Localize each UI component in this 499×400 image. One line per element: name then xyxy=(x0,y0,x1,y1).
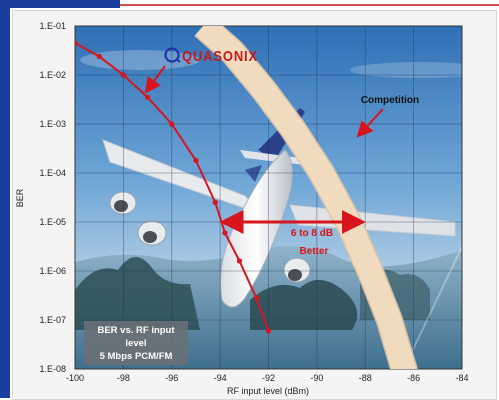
logo-pointer-arrow xyxy=(144,65,166,94)
frame-accent-line xyxy=(120,4,499,6)
y-tick-label: 1.E-06 xyxy=(39,266,66,276)
x-tick-label: -90 xyxy=(310,373,323,383)
x-tick-label: -88 xyxy=(359,373,372,383)
quasonix-logo: QUASONIX xyxy=(164,47,258,65)
quasonix-point xyxy=(120,72,126,78)
info-box-line3: 5 Mbps PCM/FM xyxy=(100,351,173,362)
quasonix-point xyxy=(265,328,272,334)
x-tick-label: -94 xyxy=(214,373,227,383)
x-tick-label: -96 xyxy=(165,373,178,383)
quasonix-point xyxy=(75,40,78,46)
y-tick-label: 1.E-04 xyxy=(39,168,66,178)
y-tick-label: 1.E-05 xyxy=(39,217,66,227)
x-tick-label: -92 xyxy=(262,373,275,383)
plot-background xyxy=(75,26,462,369)
frame-bar-left xyxy=(0,0,10,398)
quasonix-point xyxy=(144,94,151,100)
frame-bar-top xyxy=(0,0,120,8)
series-layer xyxy=(75,40,272,334)
y-tick-label: 1.E-01 xyxy=(39,21,66,31)
x-tick-label: -98 xyxy=(117,373,130,383)
x-axis-title: RF input level (dBm) xyxy=(227,386,309,396)
info-box-line2: level xyxy=(125,338,146,349)
info-box: BER vs. RF input level 5 Mbps PCM/FM xyxy=(84,321,188,365)
quasonix-point xyxy=(96,53,102,59)
y-tick-label: 1.E-02 xyxy=(39,70,66,80)
quasonix-point xyxy=(253,295,260,301)
quasonix-point xyxy=(193,157,199,164)
info-box-line1: BER vs. RF input xyxy=(97,325,175,336)
x-tick-label: -84 xyxy=(455,373,468,383)
y-tick-label: 1.E-07 xyxy=(39,315,66,325)
y-tick-label: 1.E-08 xyxy=(39,364,66,374)
y-axis-title: BER xyxy=(15,188,25,207)
logo-text: QUASONIX xyxy=(182,48,258,65)
competition-pointer-arrow xyxy=(356,108,384,138)
x-tick-labels: -100 -98 -96 -94 -92 -90 -88 -86 -84 xyxy=(66,373,469,383)
competition-label: Competition xyxy=(361,95,419,106)
quasonix-point xyxy=(236,258,243,264)
y-tick-labels: 1.E-01 1.E-02 1.E-03 1.E-04 1.E-05 1.E-06 1.E-… xyxy=(39,21,66,374)
quasonix-point xyxy=(169,121,175,127)
quasonix-point xyxy=(212,199,218,206)
plot-border xyxy=(74,25,463,370)
competition-band xyxy=(195,26,417,369)
y-tick-label: 1.E-03 xyxy=(39,119,66,129)
x-tick-label: -86 xyxy=(407,373,420,383)
quasonix-point xyxy=(222,230,228,236)
x-tick-label: -100 xyxy=(66,373,84,383)
grid-lines xyxy=(74,25,463,370)
competition-band-layer xyxy=(194,26,418,369)
gap-label-line1: 6 to 8 dB xyxy=(291,228,333,239)
gap-label-line2: Better xyxy=(300,246,329,257)
